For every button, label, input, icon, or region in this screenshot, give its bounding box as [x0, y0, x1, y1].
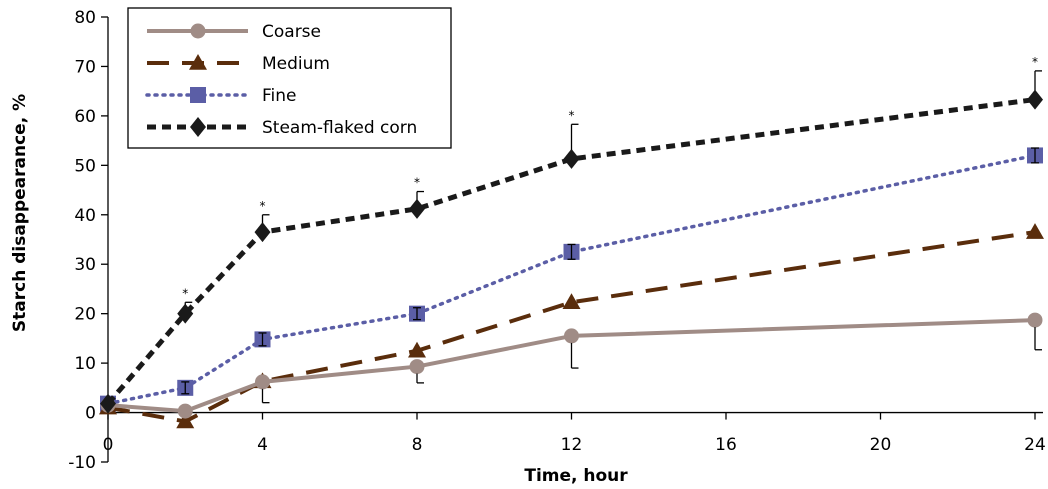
series-line — [106, 153, 1037, 406]
series-fine — [100, 147, 1043, 412]
significance-star: * — [260, 199, 266, 213]
y-tick-label: 60 — [74, 107, 96, 127]
y-tick-label: 70 — [74, 57, 96, 77]
y-axis-title: Starch disappearance, % — [10, 94, 30, 332]
data-point — [563, 148, 580, 169]
data-point — [1027, 89, 1043, 110]
axes: -10 0 10 20 30 40 50 60 70 80 0 4 8 12 16 20 24 — [68, 8, 1046, 473]
legend-marker — [190, 117, 206, 137]
y-tick-label: 0 — [85, 404, 96, 424]
x-tick-label: 24 — [1024, 435, 1046, 455]
x-axis-title: Time, hour — [524, 466, 628, 486]
data-point — [255, 374, 270, 390]
series-line — [106, 97, 1036, 406]
data-point — [1027, 312, 1043, 328]
legend-label: Coarse — [262, 22, 321, 42]
significance-star: * — [182, 286, 188, 300]
x-tick-label: 20 — [870, 435, 892, 455]
data-point — [1026, 223, 1044, 239]
x-tick-label: 0 — [103, 435, 114, 455]
data-point — [562, 293, 581, 310]
series-line — [107, 318, 1036, 414]
series-line — [107, 230, 1036, 424]
series-coarse — [100, 312, 1043, 419]
y-tick-label: 30 — [74, 255, 96, 275]
data-point — [409, 198, 425, 219]
legend-label: Steam-flaked corn — [262, 118, 417, 138]
x-tick-label: 8 — [412, 435, 423, 455]
data-point — [177, 403, 193, 419]
y-tick-label: 80 — [74, 8, 96, 28]
y-tick-label: 40 — [74, 206, 96, 226]
x-tick-label: 4 — [257, 435, 268, 455]
y-tick-label: 50 — [74, 156, 96, 176]
y-tick-label: -10 — [68, 453, 96, 473]
data-point — [564, 328, 579, 344]
data-point — [254, 222, 271, 243]
significance-star: * — [414, 176, 420, 190]
x-tick-label: 12 — [561, 435, 583, 455]
data-point — [177, 303, 194, 324]
data-point — [176, 412, 195, 429]
legend-label: Fine — [262, 86, 297, 106]
data-point — [100, 393, 116, 414]
series-steam-flaked-corn — [100, 70, 1043, 414]
legend-marker — [189, 54, 207, 70]
significance-star: * — [569, 108, 575, 122]
significance-star: * — [1032, 55, 1038, 69]
legend-label: Medium — [262, 54, 330, 74]
x-tick-label: 16 — [715, 435, 737, 455]
y-tick-label: 20 — [74, 305, 96, 325]
data-point — [409, 359, 425, 375]
data-point — [408, 341, 426, 358]
legend-marker — [190, 23, 206, 39]
series-layer: * * * * * — [99, 55, 1044, 429]
legend: Coarse Medium Fine Steam-flaked corn — [127, 7, 452, 149]
y-tick-label: 10 — [74, 354, 96, 374]
legend-marker — [190, 87, 206, 103]
